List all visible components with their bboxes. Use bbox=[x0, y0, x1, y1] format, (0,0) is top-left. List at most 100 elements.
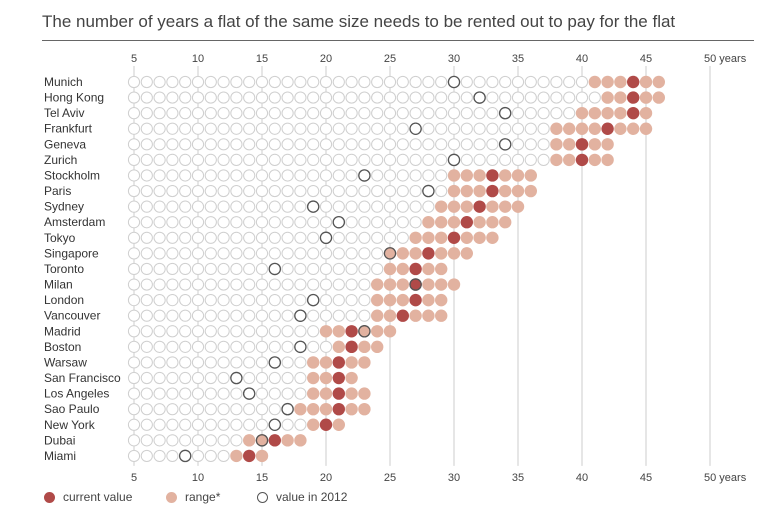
empty-marker bbox=[345, 107, 358, 120]
empty-marker bbox=[204, 231, 217, 244]
empty-marker bbox=[332, 294, 345, 307]
empty-marker bbox=[204, 325, 217, 338]
current-value-marker bbox=[332, 387, 345, 400]
range-marker bbox=[371, 340, 384, 354]
empty-marker bbox=[153, 294, 166, 307]
empty-marker bbox=[409, 75, 422, 89]
empty-marker bbox=[332, 309, 345, 322]
empty-marker bbox=[255, 247, 269, 260]
empty-marker bbox=[537, 138, 550, 151]
empty-marker bbox=[409, 107, 422, 120]
city-label: Vancouver bbox=[44, 309, 100, 323]
empty-marker bbox=[281, 325, 294, 338]
empty-marker bbox=[179, 216, 192, 229]
range-marker bbox=[550, 138, 563, 151]
empty-marker bbox=[140, 91, 153, 104]
empty-marker bbox=[166, 169, 179, 182]
empty-marker bbox=[268, 340, 281, 353]
empty-marker bbox=[153, 200, 166, 213]
empty-marker bbox=[243, 294, 256, 307]
empty-marker bbox=[268, 247, 281, 260]
empty-marker bbox=[217, 418, 230, 431]
empty-marker bbox=[191, 169, 205, 182]
empty-marker bbox=[127, 107, 141, 120]
empty-marker bbox=[319, 138, 333, 151]
empty-marker bbox=[179, 371, 192, 385]
empty-marker bbox=[140, 216, 153, 229]
range-marker bbox=[639, 106, 653, 120]
range-marker bbox=[345, 402, 358, 416]
empty-marker bbox=[255, 153, 269, 166]
empty-marker bbox=[153, 262, 166, 276]
empty-marker bbox=[345, 138, 358, 151]
range-marker bbox=[511, 200, 525, 213]
empty-marker bbox=[127, 449, 141, 463]
range-marker bbox=[345, 371, 358, 385]
empty-marker bbox=[127, 153, 141, 166]
empty-marker bbox=[383, 184, 397, 198]
empty-marker bbox=[281, 231, 294, 244]
empty-marker bbox=[524, 91, 537, 104]
x-tick-label-top: 10 bbox=[192, 53, 204, 65]
x-tick-label-bottom: 20 bbox=[320, 472, 332, 484]
empty-marker bbox=[243, 309, 256, 322]
range-marker bbox=[652, 75, 665, 89]
empty-marker bbox=[153, 449, 166, 463]
value-2012-marker bbox=[447, 153, 461, 167]
empty-marker bbox=[191, 449, 205, 463]
empty-marker bbox=[486, 138, 499, 151]
empty-marker bbox=[371, 231, 384, 244]
empty-marker bbox=[396, 138, 409, 151]
range-marker bbox=[588, 153, 601, 167]
empty-marker bbox=[204, 356, 217, 369]
empty-marker bbox=[588, 91, 601, 104]
empty-marker bbox=[345, 216, 358, 229]
empty-marker bbox=[537, 75, 550, 89]
empty-marker bbox=[281, 107, 294, 120]
empty-marker bbox=[281, 153, 294, 166]
empty-marker bbox=[217, 138, 230, 151]
range-marker bbox=[588, 75, 601, 89]
empty-marker bbox=[345, 75, 358, 89]
empty-marker bbox=[332, 138, 345, 151]
empty-marker bbox=[179, 184, 192, 198]
empty-marker bbox=[191, 184, 205, 198]
empty-marker bbox=[127, 278, 141, 291]
range-swatch-icon bbox=[166, 491, 177, 503]
empty-marker bbox=[268, 216, 281, 229]
empty-marker bbox=[179, 418, 192, 431]
empty-marker bbox=[281, 200, 294, 213]
current-value-marker bbox=[319, 418, 333, 431]
empty-marker bbox=[179, 169, 192, 182]
empty-marker bbox=[127, 122, 141, 135]
empty-marker bbox=[524, 153, 537, 166]
empty-marker bbox=[179, 231, 192, 244]
value-2012-marker bbox=[281, 402, 294, 416]
empty-marker bbox=[153, 309, 166, 322]
empty-marker bbox=[332, 91, 345, 104]
x-tick-label-bottom: 10 bbox=[192, 472, 204, 484]
current-value-marker bbox=[575, 138, 589, 151]
empty-marker bbox=[230, 356, 243, 369]
empty-marker bbox=[358, 138, 371, 151]
empty-marker bbox=[319, 278, 333, 291]
range-marker bbox=[499, 184, 512, 198]
empty-marker bbox=[307, 169, 320, 182]
empty-marker bbox=[371, 153, 384, 166]
empty-marker bbox=[179, 356, 192, 369]
value-2012-marker bbox=[242, 387, 256, 400]
empty-marker bbox=[255, 294, 269, 307]
empty-marker bbox=[422, 200, 435, 213]
current-value-marker bbox=[627, 106, 640, 120]
empty-marker bbox=[140, 153, 153, 166]
range-marker bbox=[511, 169, 525, 182]
empty-marker bbox=[127, 231, 141, 244]
empty-marker bbox=[217, 403, 230, 416]
range-marker bbox=[486, 200, 499, 213]
empty-marker bbox=[255, 356, 269, 369]
x-tick-label-bottom: 25 bbox=[384, 472, 396, 484]
empty-marker bbox=[268, 122, 281, 135]
empty-marker bbox=[332, 278, 345, 291]
empty-marker bbox=[179, 325, 192, 338]
empty-marker bbox=[307, 122, 320, 135]
